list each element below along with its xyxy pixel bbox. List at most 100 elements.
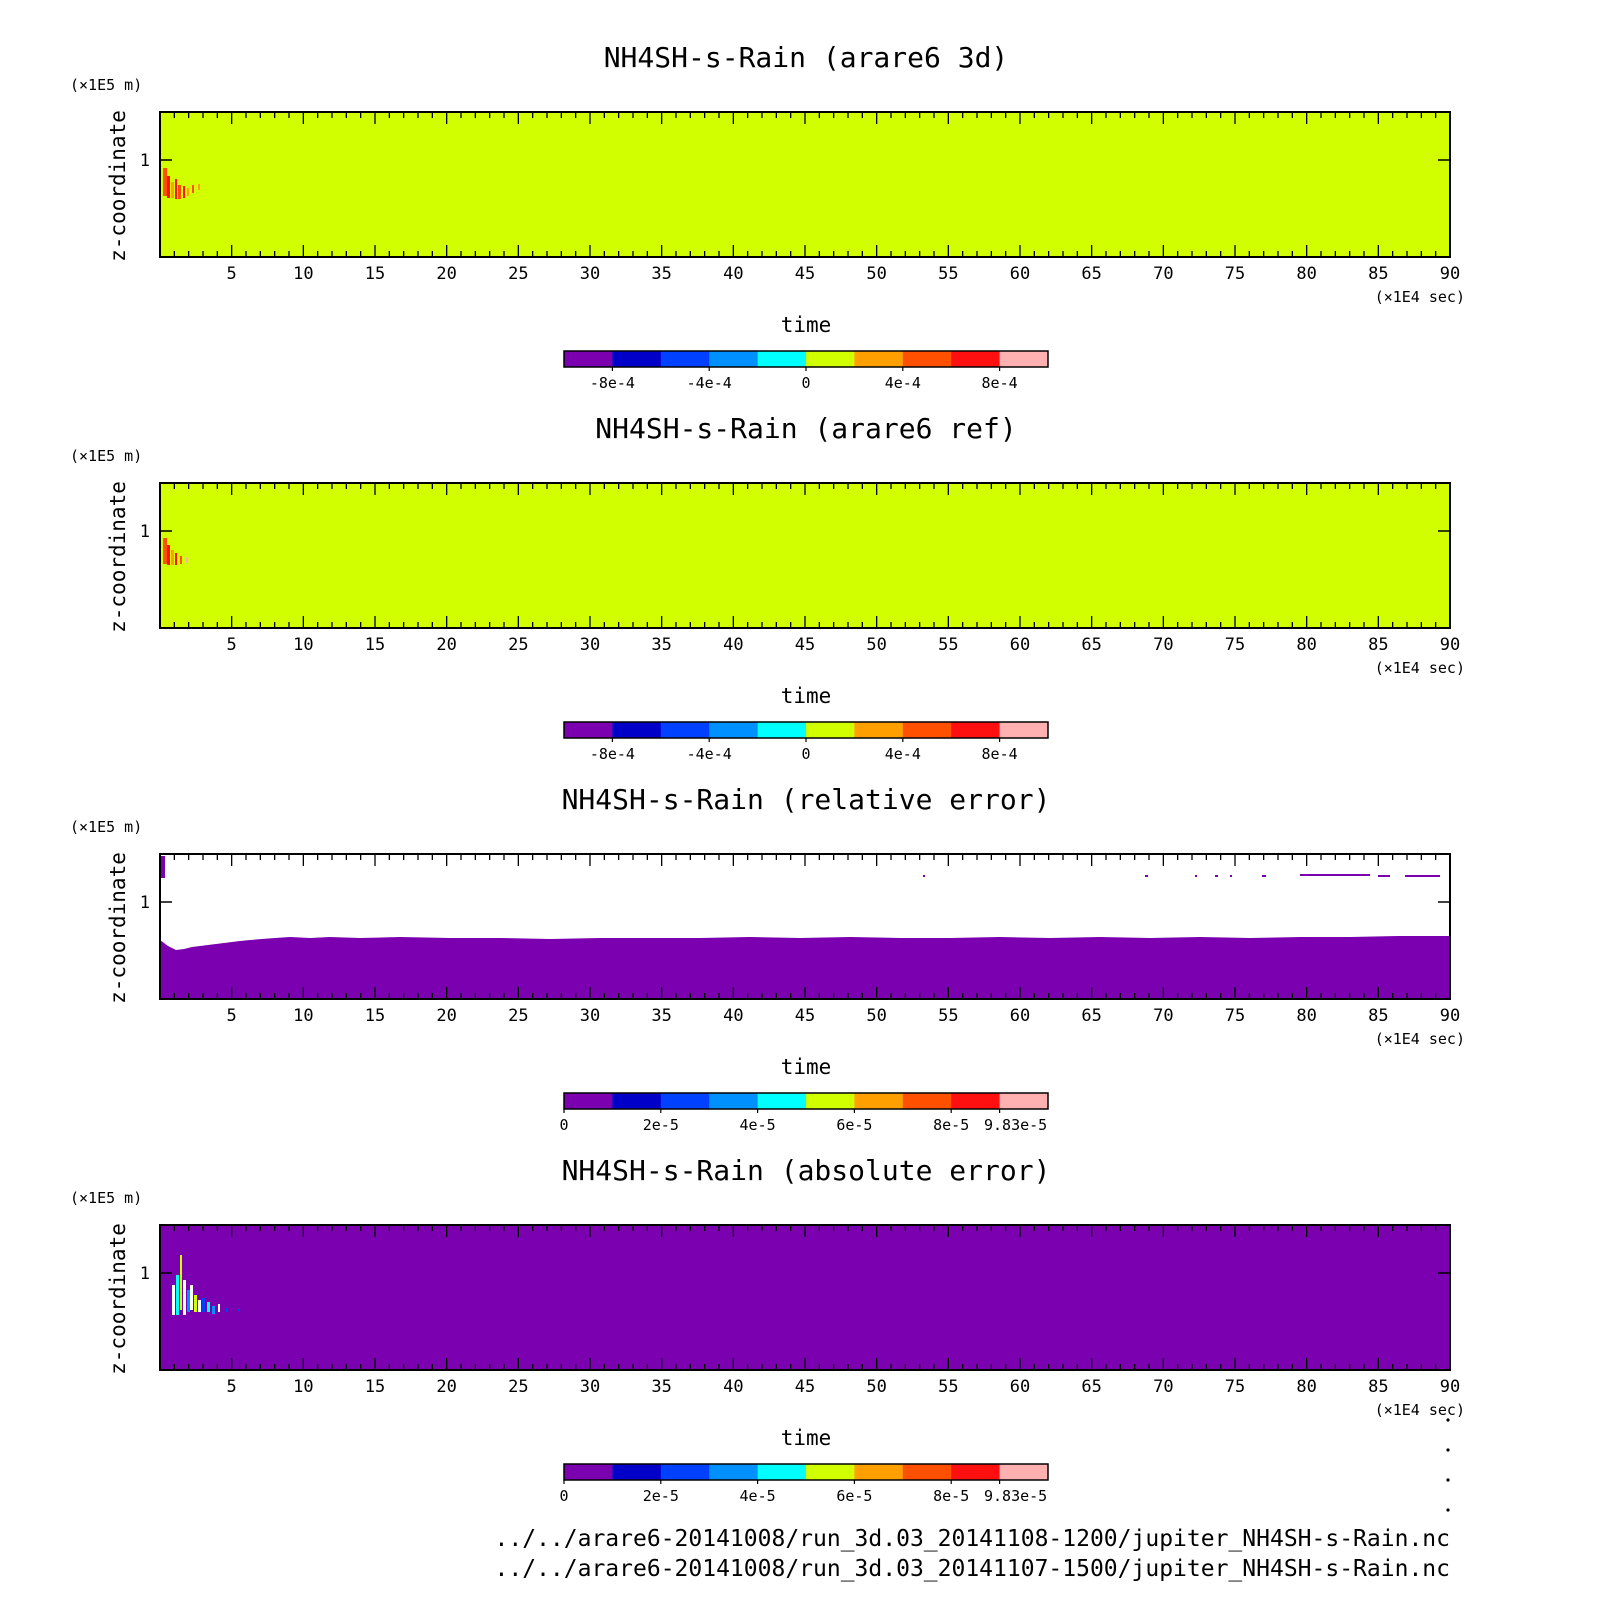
x-tick-label: 35 — [651, 635, 671, 655]
field-patch — [180, 556, 182, 564]
x-tick-label: 50 — [866, 635, 886, 655]
field-patch — [1262, 875, 1266, 877]
x-tick-label: 65 — [1081, 1006, 1101, 1026]
x-tick-label: 5 — [227, 635, 237, 655]
y-ticks: 1 — [140, 151, 1450, 171]
colorbar-tick-label: -8e-4 — [590, 745, 635, 763]
x-unit-label: (×1E4 sec) — [1375, 659, 1465, 677]
field-patch — [226, 1308, 228, 1312]
colorbar: 0 2e-5 4e-5 6e-5 8e-5 9.83e-5 — [559, 1463, 1049, 1505]
colorbar-tick-label: 0 — [559, 1487, 568, 1505]
x-tick-label: 40 — [723, 264, 743, 284]
plot-field — [160, 112, 1450, 257]
x-tick-label: 65 — [1081, 635, 1101, 655]
colorbar-swatch — [999, 351, 1049, 367]
x-tick-label: 15 — [365, 1006, 385, 1026]
stray-dot — [1446, 1478, 1450, 1482]
x-tick-label: 70 — [1153, 264, 1173, 284]
x-tick-label: 20 — [436, 1006, 456, 1026]
colorbar-tick-label: 6e-5 — [836, 1487, 872, 1505]
chart-title: NH4SH-s-Rain (absolute error) — [562, 1154, 1051, 1187]
x-tick-label: 40 — [723, 1377, 743, 1397]
colorbar-swatch — [854, 1093, 904, 1109]
field-patch — [171, 182, 174, 198]
colorbar-tick-label: 4e-4 — [885, 374, 921, 392]
y-axis-label: z-coordinate — [106, 1223, 130, 1375]
plot-field — [160, 483, 1450, 628]
x-tick-label: 50 — [866, 1006, 886, 1026]
colorbar-tick-label: -8e-4 — [590, 374, 635, 392]
x-tick-label: 10 — [293, 264, 313, 284]
field-patch — [218, 1304, 220, 1312]
field-patch — [1195, 875, 1197, 877]
colorbar-tick-label: 0 — [559, 1116, 568, 1134]
colorbar-swatch — [902, 351, 952, 367]
x-tick-label: 55 — [938, 1377, 958, 1397]
colorbar-tick-label: 8e-4 — [982, 745, 1018, 763]
colorbar-tick-label: 6e-5 — [836, 1116, 872, 1134]
field-feature — [163, 538, 188, 565]
x-ticks: 5 10 15 20 25 30 35 40 45 50 55 60 65 70 75 80 85 90 — [173, 1225, 1460, 1397]
x-tick-label: 65 — [1081, 1377, 1101, 1397]
field-patch — [194, 1295, 197, 1312]
y-axis-label: z-coordinate — [106, 852, 130, 1004]
y-tick-label: 1 — [140, 1264, 150, 1284]
file-path-2: ../../arare6-20141008/run_3d.03_20141107… — [495, 1556, 1450, 1582]
stray-dot — [1446, 1418, 1450, 1422]
y-ticks: 1 — [140, 522, 1450, 542]
y-unit-label: (×1E5 m) — [70, 818, 142, 836]
field-patch — [198, 1300, 201, 1312]
colorbar-swatch — [951, 1464, 1001, 1480]
y-unit-label: (×1E5 m) — [70, 1189, 142, 1207]
x-tick-label: 5 — [227, 264, 237, 284]
plot-field — [160, 1225, 1450, 1370]
x-tick-label: 25 — [508, 635, 528, 655]
colorbar-tick-label: 4e-5 — [740, 1116, 776, 1134]
field-patch — [176, 1275, 179, 1315]
y-axis-label: z-coordinate — [106, 110, 130, 262]
colorbar-swatch — [709, 351, 759, 367]
colorbar-swatch — [854, 722, 904, 738]
colorbar-swatch — [999, 1464, 1049, 1480]
x-tick-label: 80 — [1296, 635, 1316, 655]
colorbar-swatch — [564, 1464, 613, 1480]
panel-arare6-3d: NH4SH-s-Rain (arare6 3d) (×1E5 m) z-coor… — [70, 41, 1465, 392]
x-tick-label: 10 — [293, 635, 313, 655]
colorbar: -8e-4 -4e-4 0 4e-4 8e-4 — [563, 721, 1049, 763]
colorbar-tick-label: 8e-5 — [933, 1116, 969, 1134]
x-tick-label: 50 — [866, 1377, 886, 1397]
y-tick-label: 1 — [140, 893, 150, 913]
field-patch — [175, 179, 177, 199]
x-tick-label: 10 — [293, 1377, 313, 1397]
x-tick-label: 20 — [436, 635, 456, 655]
x-tick-label: 15 — [365, 635, 385, 655]
field-patch — [175, 553, 177, 565]
field-feature — [172, 1255, 240, 1315]
x-ticks: 5 10 15 20 25 30 35 40 45 50 55 60 65 70 75 80 85 90 — [173, 483, 1460, 655]
colorbar-swatch — [806, 351, 855, 367]
x-tick-label: 90 — [1440, 635, 1460, 655]
colorbar-swatch — [757, 351, 807, 367]
field-patch — [190, 1285, 193, 1310]
field-patch — [1145, 875, 1148, 877]
colorbar-tick-label: 0 — [801, 374, 810, 392]
colorbar-swatch — [612, 1093, 662, 1109]
x-tick-label: 70 — [1153, 635, 1173, 655]
x-tick-label: 10 — [293, 1006, 313, 1026]
colorbar-swatch — [660, 351, 710, 367]
colorbar-frame — [563, 1092, 1049, 1110]
field-patch — [1405, 875, 1440, 877]
x-tick-label: 5 — [227, 1006, 237, 1026]
x-ticks: 5 10 15 20 25 30 35 40 45 50 55 60 65 70 75 80 85 90 — [173, 854, 1460, 1026]
x-tick-label: 60 — [1010, 264, 1030, 284]
x-tick-label: 45 — [795, 635, 815, 655]
x-tick-label: 30 — [580, 1006, 600, 1026]
x-tick-label: 30 — [580, 264, 600, 284]
x-tick-label: 20 — [436, 264, 456, 284]
colorbar-swatch — [902, 722, 952, 738]
colorbar-tick-label: 8e-5 — [933, 1487, 969, 1505]
field-patch — [1378, 875, 1390, 877]
x-tick-label: 70 — [1153, 1006, 1173, 1026]
colorbar-swatch — [660, 1093, 710, 1109]
